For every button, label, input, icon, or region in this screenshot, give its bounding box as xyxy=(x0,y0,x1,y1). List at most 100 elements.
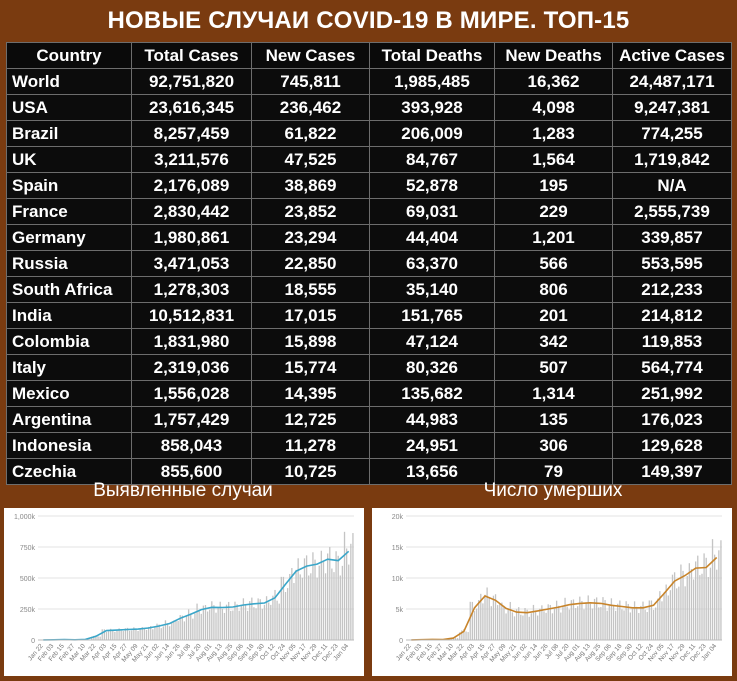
bar xyxy=(293,583,294,640)
bar xyxy=(680,565,681,640)
bar xyxy=(173,621,174,640)
cell-country: Spain xyxy=(7,173,132,199)
cell-new-cases: 47,525 xyxy=(252,147,370,173)
bar xyxy=(512,612,513,640)
bar xyxy=(131,630,132,640)
cell-country: South Africa xyxy=(7,277,132,303)
bar xyxy=(154,627,155,640)
bar xyxy=(236,604,237,640)
bar xyxy=(706,558,707,640)
cell-new-deaths: 342 xyxy=(495,329,613,355)
cell-new-cases: 12,725 xyxy=(252,407,370,433)
bar xyxy=(617,604,618,640)
bar xyxy=(699,575,700,640)
cell-new-cases: 38,869 xyxy=(252,173,370,199)
bar xyxy=(598,607,599,640)
bar xyxy=(348,565,349,640)
bar xyxy=(478,600,479,640)
cell-new-cases: 15,898 xyxy=(252,329,370,355)
cell-country: Argentina xyxy=(7,407,132,433)
cell-total-deaths: 84,767 xyxy=(370,147,495,173)
bar xyxy=(222,609,223,640)
bar xyxy=(623,610,624,640)
bar xyxy=(714,555,715,640)
bar xyxy=(99,637,100,640)
bar xyxy=(209,610,210,640)
bar xyxy=(175,620,176,640)
cell-active-cases: 1,719,842 xyxy=(613,147,732,173)
cell-country: Germany xyxy=(7,225,132,251)
cell-total-deaths: 80,326 xyxy=(370,355,495,381)
cell-active-cases: 129,628 xyxy=(613,433,732,459)
bar xyxy=(314,560,315,640)
bar xyxy=(628,604,629,640)
cell-total-deaths: 47,124 xyxy=(370,329,495,355)
cell-total-cases: 2,319,036 xyxy=(132,355,252,381)
bar xyxy=(653,610,654,640)
bar xyxy=(129,631,130,640)
cell-new-deaths: 1,314 xyxy=(495,381,613,407)
bar xyxy=(137,631,138,640)
cell-new-cases: 17,015 xyxy=(252,303,370,329)
bar xyxy=(329,547,330,640)
bar xyxy=(327,553,328,640)
cell-total-cases: 92,751,820 xyxy=(132,69,252,95)
cell-new-deaths: 566 xyxy=(495,251,613,277)
cell-total-cases: 1,757,429 xyxy=(132,407,252,433)
cell-new-cases: 14,395 xyxy=(252,381,370,407)
bar xyxy=(215,613,216,640)
cell-active-cases: 251,992 xyxy=(613,381,732,407)
bar xyxy=(505,613,506,640)
cell-total-deaths: 151,765 xyxy=(370,303,495,329)
bar xyxy=(661,601,662,640)
bar xyxy=(102,629,103,640)
header-active-cases: Active Cases xyxy=(613,43,732,69)
bar xyxy=(260,599,261,640)
bar xyxy=(526,610,527,640)
bar xyxy=(716,570,717,640)
y-tick-label: 1,000k xyxy=(14,514,36,521)
y-tick-label: 15k xyxy=(392,545,404,552)
cell-total-cases: 2,176,089 xyxy=(132,173,252,199)
bar xyxy=(535,610,536,640)
y-tick-label: 250k xyxy=(20,607,36,614)
bar xyxy=(177,621,178,640)
y-tick-label: 750k xyxy=(20,545,36,552)
bar xyxy=(350,544,351,640)
bar xyxy=(114,632,115,640)
bar xyxy=(531,613,532,640)
y-tick-label: 0 xyxy=(399,638,403,645)
bar xyxy=(678,587,679,640)
cell-country: Indonesia xyxy=(7,433,132,459)
bar xyxy=(489,598,490,640)
cell-new-deaths: 4,098 xyxy=(495,95,613,121)
bar xyxy=(152,629,153,640)
bar xyxy=(182,616,183,640)
bar xyxy=(499,604,500,640)
cell-total-deaths: 1,985,485 xyxy=(370,69,495,95)
bar xyxy=(295,570,296,640)
cell-total-deaths: 44,983 xyxy=(370,407,495,433)
cell-total-cases: 3,211,576 xyxy=(132,147,252,173)
bar xyxy=(116,630,117,640)
bar xyxy=(491,606,492,640)
cell-new-cases: 236,462 xyxy=(252,95,370,121)
cell-active-cases: 9,247,381 xyxy=(613,95,732,121)
bar xyxy=(472,602,473,640)
bar xyxy=(670,590,671,640)
bar xyxy=(503,606,504,640)
bar xyxy=(632,609,633,640)
bar xyxy=(302,578,303,640)
cell-active-cases: 339,857 xyxy=(613,225,732,251)
bar xyxy=(148,627,149,640)
bar xyxy=(325,573,326,640)
bar xyxy=(720,540,721,640)
bar xyxy=(571,600,572,640)
cell-new-deaths: 1,283 xyxy=(495,121,613,147)
